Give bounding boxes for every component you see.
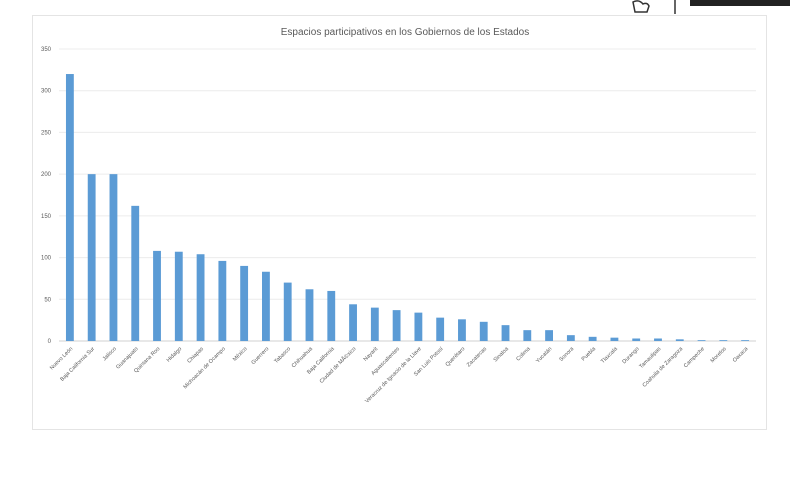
- bar: [697, 340, 706, 341]
- bar: [545, 330, 553, 341]
- x-tick-label: Durango: [621, 346, 640, 365]
- x-tick-label: Sonora: [558, 346, 575, 363]
- bar: [392, 310, 401, 341]
- y-tick-label: 100: [41, 256, 52, 262]
- bar: [65, 74, 74, 342]
- bar: [741, 340, 750, 341]
- bar: [458, 319, 466, 341]
- bar: [283, 282, 292, 341]
- x-tick-label: Coahuila de Zaragoza: [642, 346, 685, 389]
- y-tick-label: 200: [41, 172, 52, 178]
- bar: [588, 336, 597, 341]
- bar: [436, 317, 445, 341]
- bar: [632, 338, 641, 341]
- x-tick-label: Puebla: [581, 346, 598, 363]
- y-tick-label: 150: [41, 214, 52, 220]
- chart-container: Espacios participativos en los Gobiernos…: [32, 15, 767, 430]
- x-tick-label: Hidalgo: [166, 346, 183, 363]
- bar: [349, 304, 357, 341]
- x-tick-label: Querétaro: [445, 346, 467, 368]
- bar-chart: Espacios participativos en los Gobiernos…: [41, 27, 756, 405]
- bar: [87, 174, 96, 341]
- x-tick-label: México: [232, 346, 249, 363]
- y-tick-label: 250: [41, 130, 52, 136]
- bar: [479, 321, 488, 341]
- bar: [610, 337, 619, 341]
- y-tick-label: 300: [41, 89, 52, 95]
- bar: [305, 289, 314, 341]
- bar: [566, 335, 575, 341]
- x-tick-label: Jalisco: [102, 346, 118, 362]
- bar: [131, 205, 140, 341]
- bar: [218, 260, 227, 341]
- x-tick-label: Tabasco: [273, 346, 292, 365]
- x-tick-label: Ciudad de MÃ©xico: [318, 345, 357, 384]
- x-tick-label: Sinaloa: [493, 346, 511, 364]
- bar: [262, 271, 270, 341]
- bar: [174, 251, 183, 341]
- x-tick-label: Michoacán de Ocampo: [183, 346, 227, 390]
- bar: [153, 250, 161, 341]
- y-tick-label: 0: [48, 339, 52, 345]
- y-tick-label: 350: [41, 47, 52, 53]
- bar: [414, 312, 423, 341]
- government-logo: [630, 0, 800, 14]
- bar: [240, 265, 249, 341]
- chart-title: Espacios participativos en los Gobiernos…: [281, 27, 529, 38]
- bar: [327, 290, 336, 341]
- bar: [370, 307, 379, 341]
- bar: [109, 174, 118, 341]
- x-tick-label: Guerrero: [251, 346, 271, 366]
- bar: [523, 330, 532, 341]
- bar: [501, 325, 510, 341]
- y-tick-label: 50: [44, 297, 51, 303]
- x-tick-label: Yucatán: [535, 346, 553, 364]
- government-emblem-icon: [632, 0, 790, 14]
- bar: [654, 338, 662, 341]
- bar: [719, 340, 728, 341]
- x-tick-label: Tlaxcala: [600, 346, 619, 365]
- x-tick-label: Chiapas: [186, 346, 205, 365]
- bar: [196, 254, 205, 341]
- x-tick-label: Zacatecas: [466, 346, 488, 368]
- x-tick-label: Colima: [515, 346, 532, 363]
- x-tick-label: Campeche: [683, 346, 706, 369]
- x-tick-label: Oaxaca: [732, 346, 750, 364]
- bar: [675, 339, 684, 341]
- x-tick-label: Nayarit: [363, 346, 380, 363]
- x-tick-label: Morelos: [710, 346, 728, 364]
